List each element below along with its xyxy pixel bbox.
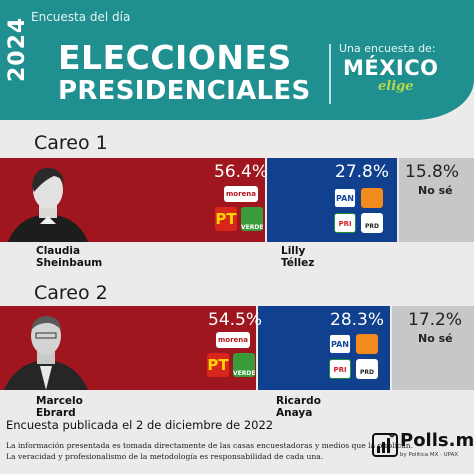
careo-1-value-b: 27.8% xyxy=(335,162,390,182)
pri-logo: PRI xyxy=(334,213,356,233)
candidate-b-first: Lilly xyxy=(281,245,306,257)
candidate-d-last: Anaya xyxy=(276,407,313,419)
header-divider xyxy=(329,44,331,104)
title-line-2: PRESIDENCIALES xyxy=(58,76,311,106)
candidate-a-name: Claudia Sheinbaum xyxy=(36,245,102,269)
pri-logo: PRI xyxy=(329,359,351,379)
morena-logo: morena xyxy=(216,332,250,348)
publication-date: Encuesta publicada el 2 de diciembre de … xyxy=(6,418,274,432)
candidate-photo-ebrard xyxy=(4,316,88,390)
careo-2-title: Careo 2 xyxy=(34,282,108,304)
pt-logo: PT xyxy=(215,207,237,231)
careo-1-segment-none xyxy=(399,158,474,242)
careo-1-value-none: 15.8% xyxy=(405,162,460,182)
prd-logo: PRD xyxy=(361,213,383,233)
title-line-1: ELECCIONES xyxy=(58,38,292,77)
brand-logo-sub: elige xyxy=(378,79,414,94)
survey-label: Encuesta del día xyxy=(31,10,131,24)
header-banner: Encuesta del día 2024 ELECCIONES PRESIDE… xyxy=(0,0,474,120)
pt-logo: PT xyxy=(207,353,229,377)
tagline: Una encuesta de: xyxy=(339,42,436,55)
candidate-d-name: Ricardo Anaya xyxy=(276,395,321,419)
careo-1-none-label: No sé xyxy=(418,184,453,197)
candidate-b-last: Téllez xyxy=(281,257,315,269)
prd-logo: PRD xyxy=(356,359,378,379)
morena-logo: morena xyxy=(224,186,258,202)
verde-logo: VERDE xyxy=(233,353,255,377)
candidate-b-name: Lilly Téllez xyxy=(281,245,314,269)
careo-2-value-b: 28.3% xyxy=(330,310,385,330)
careo-1-bar: 56.4% 27.8% 15.8% No sé morena PT VERDE … xyxy=(0,158,474,242)
candidate-d-first: Ricardo xyxy=(276,395,321,407)
candidate-photo-sheinbaum xyxy=(8,168,88,242)
polls-brand-name: Polls.mx xyxy=(400,430,474,451)
mc-logo xyxy=(356,334,378,354)
careo-2-segment-none xyxy=(392,306,474,390)
pan-logo: PAN xyxy=(329,334,351,354)
careo-2-bar: 54.5% 28.3% 17.2% No sé morena PT VERDE … xyxy=(0,306,474,390)
brand-logo-main: MÉXICO xyxy=(343,56,439,80)
careo-1-title: Careo 1 xyxy=(34,132,108,154)
year-label: 2024 xyxy=(5,16,30,82)
polls-chart-icon xyxy=(372,433,398,457)
disclaimer-line-2: La veracidad y profesionalismo de la met… xyxy=(6,452,324,461)
disclaimer-line-1: La información presentada es tomada dire… xyxy=(6,441,414,450)
polls-brand-sub: by Politica MX · UPAX xyxy=(400,452,459,458)
candidate-c-name: Marcelo Ebrard xyxy=(36,395,83,419)
careo-2-value-none: 17.2% xyxy=(408,310,463,330)
mc-logo xyxy=(361,188,383,208)
pan-logo: PAN xyxy=(334,188,356,208)
careo-2-none-label: No sé xyxy=(418,332,453,345)
candidate-a-last: Sheinbaum xyxy=(36,257,103,269)
verde-logo: VERDE xyxy=(241,207,263,231)
candidate-a-first: Claudia xyxy=(36,245,81,257)
candidate-c-last: Ebrard xyxy=(36,407,76,419)
careo-2-value-a: 54.5% xyxy=(208,310,263,330)
careo-1-value-a: 56.4% xyxy=(214,162,269,182)
candidate-c-first: Marcelo xyxy=(36,395,83,407)
